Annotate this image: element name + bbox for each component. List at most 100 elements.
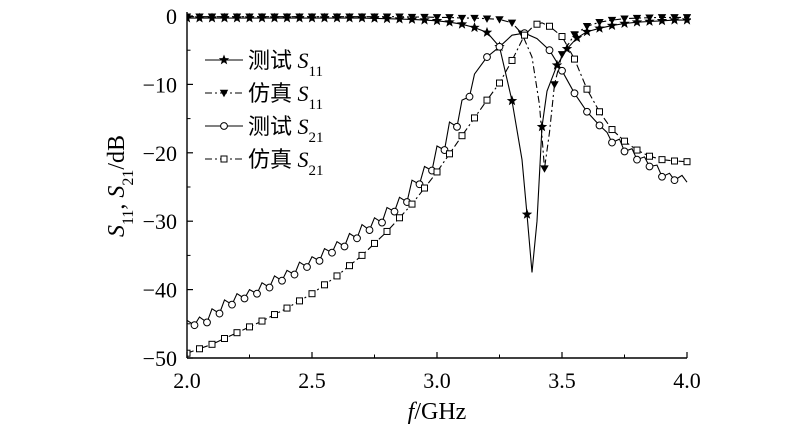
- data-point: [383, 227, 391, 235]
- data-point: [382, 13, 392, 21]
- legend-marker: [220, 122, 228, 130]
- data-point: [407, 13, 417, 22]
- data-point: [220, 13, 229, 21]
- axes: 2.0 2.5 3.0 3.5 4.0 0 −10 −20 −30 −40 −50: [143, 4, 701, 393]
- data-point: [495, 16, 504, 24]
- data-point: [658, 172, 666, 181]
- data-point: [595, 121, 604, 130]
- legend-entry: 测试 S11: [205, 48, 323, 80]
- legend-marker: [219, 89, 229, 98]
- data-point: [253, 289, 261, 298]
- data-point: [395, 13, 404, 21]
- data-point: [561, 43, 573, 54]
- data-point: [408, 200, 416, 208]
- x-tick-label: 4.0: [673, 368, 701, 393]
- data-point: [445, 14, 454, 22]
- data-point: [365, 226, 374, 234]
- data-point: [481, 26, 493, 37]
- data-point: [195, 13, 204, 21]
- data-point: [295, 13, 304, 21]
- data-point: [187, 12, 193, 23]
- data-point: [290, 270, 299, 279]
- data-point: [620, 147, 629, 156]
- data-point: [270, 13, 279, 21]
- data-point: [456, 18, 468, 29]
- data-point: [371, 239, 378, 247]
- data-point: [332, 13, 342, 21]
- data-point: [187, 349, 191, 357]
- data-point: [596, 108, 603, 116]
- data-point: [671, 157, 678, 165]
- y-tick-label: −10: [143, 72, 177, 97]
- x-tick-label: 3.5: [548, 368, 576, 393]
- data-point: [458, 132, 466, 140]
- data-point: [594, 22, 605, 33]
- legend-label: 仿真 S11: [248, 81, 323, 113]
- data-point: [483, 96, 491, 104]
- data-point: [608, 138, 616, 147]
- data-point: [621, 137, 628, 145]
- data-point: [240, 294, 249, 303]
- data-point: [558, 66, 566, 75]
- data-point: [457, 14, 467, 23]
- data-point: [196, 345, 203, 353]
- series-2: [187, 29, 688, 330]
- data-point: [321, 281, 328, 289]
- data-point: [496, 79, 503, 87]
- data-point: [633, 146, 641, 154]
- data-point: [570, 31, 579, 39]
- data-point: [187, 13, 192, 21]
- legend-marker: [220, 155, 228, 163]
- x-tick-label: 3.0: [423, 368, 451, 393]
- data-point: [470, 14, 479, 23]
- data-point: [482, 15, 492, 23]
- data-point: [333, 272, 341, 280]
- x-tick-label: 2.5: [298, 368, 326, 393]
- data-point: [595, 18, 604, 27]
- data-point: [420, 13, 429, 22]
- data-point: [683, 158, 691, 166]
- plot-series: [187, 12, 691, 357]
- legend-label: 仿真 S21: [248, 147, 324, 179]
- data-point: [208, 340, 216, 348]
- data-point: [378, 218, 386, 227]
- data-point: [483, 53, 491, 61]
- data-point: [315, 256, 324, 265]
- data-point: [282, 13, 292, 21]
- data-point: [607, 16, 617, 25]
- data-point: [283, 304, 291, 312]
- data-point: [353, 234, 361, 243]
- y-tick-label: −30: [143, 209, 177, 234]
- data-point: [632, 14, 642, 23]
- y-tick-label: −40: [143, 278, 177, 303]
- data-point: [657, 14, 667, 22]
- data-point: [444, 16, 455, 27]
- legend-entry: 仿真 S11: [205, 81, 323, 113]
- data-point: [551, 59, 563, 70]
- y-tick-label: −50: [143, 346, 177, 371]
- data-point: [606, 20, 618, 30]
- data-point: [645, 14, 654, 22]
- data-point: [583, 85, 591, 93]
- data-point: [246, 323, 253, 331]
- data-point: [558, 33, 566, 41]
- data-point: [396, 214, 403, 222]
- data-point: [583, 107, 591, 116]
- x-tick-label: 2.0: [173, 368, 201, 393]
- data-point: [682, 14, 691, 22]
- data-point: [670, 14, 679, 22]
- data-point: [421, 184, 428, 192]
- data-point: [570, 89, 579, 98]
- data-point: [545, 46, 554, 55]
- data-point: [550, 81, 559, 89]
- data-point: [521, 31, 528, 39]
- series-1: [187, 13, 691, 173]
- data-point: [533, 20, 541, 28]
- data-point: [536, 121, 548, 132]
- data-point: [633, 155, 641, 164]
- data-point: [645, 162, 654, 171]
- legend-marker: [218, 54, 230, 65]
- data-point: [296, 297, 303, 305]
- data-point: [346, 262, 353, 270]
- series-line: [187, 32, 688, 326]
